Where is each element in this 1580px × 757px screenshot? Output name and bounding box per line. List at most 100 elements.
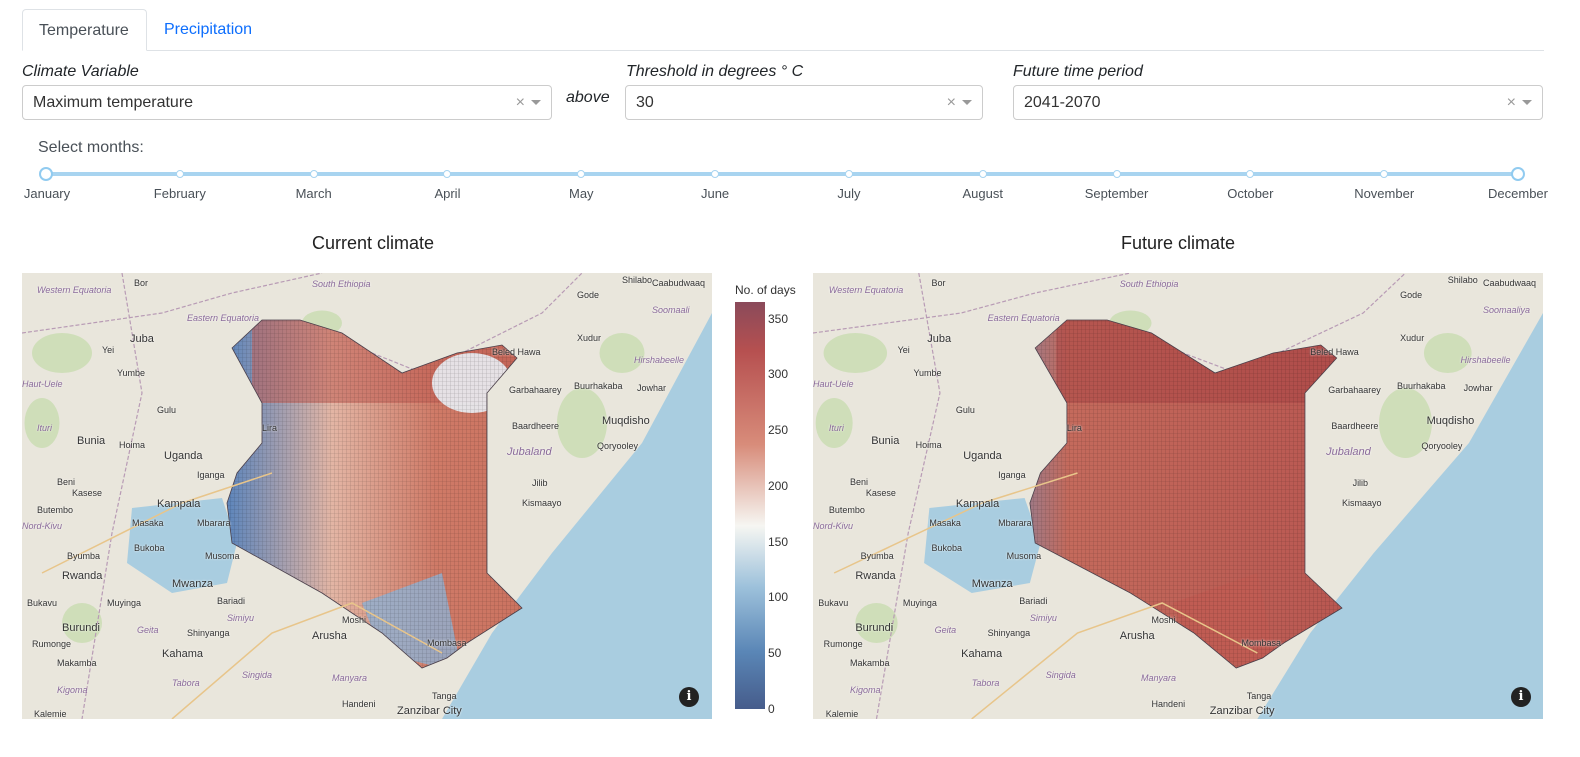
map-place-label: Lira: [1066, 423, 1082, 433]
current-climate-map[interactable]: Shilabo Caabudwaaq Bor Gode Western Equatori…: [22, 273, 712, 719]
map-place-label: Jowhar: [637, 383, 667, 393]
slider-tick-february[interactable]: [175, 170, 184, 178]
map-place-label: Eastern Equatoria: [987, 313, 1060, 323]
map-place-label: Tabora: [172, 678, 200, 688]
info-icon[interactable]: i: [1511, 687, 1531, 707]
map-place-label: Bor: [134, 278, 149, 288]
info-icon[interactable]: i: [679, 687, 699, 707]
slider-tick-may[interactable]: [577, 170, 586, 178]
map-place-label: Buurhakaba: [574, 381, 623, 391]
threshold-dropdown[interactable]: 30 ×: [625, 85, 983, 120]
colorbar-tick-label: 250: [768, 423, 789, 438]
future-period-value: 2041-2070: [1024, 94, 1101, 111]
map-place-label: Iganga: [998, 470, 1026, 480]
map-place-label: Jubaland: [1326, 446, 1371, 458]
slider-handle-january[interactable]: [39, 167, 53, 181]
map-place-label: Muyinga: [107, 598, 142, 608]
month-label-january[interactable]: January: [23, 186, 71, 201]
map-place-label: Soomaali: [652, 305, 690, 315]
month-label-june[interactable]: June: [700, 186, 730, 201]
map-place-label: Nord-Kivu: [813, 521, 854, 531]
month-label-september[interactable]: September: [1084, 186, 1149, 201]
map-place-label: Handeni: [342, 699, 376, 709]
map-place-label: Hoima: [915, 440, 942, 450]
map-place-label: Yumbe: [117, 368, 146, 378]
map-place-label: Kasese: [72, 488, 103, 498]
map-place-label: Kampala: [157, 498, 201, 510]
map-place-label: Kismaayo: [522, 498, 562, 508]
map-place-label: Singida: [242, 670, 273, 680]
map-place-label: Gulu: [157, 405, 177, 415]
map-place-label: Musoma: [205, 551, 240, 561]
month-label-october[interactable]: October: [1227, 186, 1274, 201]
map-place-label: Caabudwaaq: [1483, 278, 1537, 288]
month-label-february[interactable]: February: [153, 186, 206, 201]
map-place-label: Hirshabeelle: [1460, 355, 1511, 365]
map-place-label: Bariadi: [217, 596, 246, 606]
slider-handle-december[interactable]: [1511, 167, 1525, 181]
map-place-label: Butembo: [828, 505, 865, 515]
clear-icon[interactable]: ×: [515, 94, 525, 111]
map-place-label: Burundi: [62, 622, 100, 634]
slider-tick-september[interactable]: [1112, 170, 1121, 178]
slider-tick-june[interactable]: [711, 170, 720, 178]
colorbar-title: No. of days: [735, 283, 796, 297]
colorbar-tick-label: 50: [768, 646, 782, 661]
tab-precipitation[interactable]: Precipitation: [164, 21, 253, 38]
tab-temperature[interactable]: Temperature: [22, 9, 147, 51]
map-place-label: Yei: [897, 345, 910, 355]
map-place-label: Shinyanga: [187, 628, 230, 638]
map-place-label: Jubaland: [507, 446, 552, 458]
clear-icon[interactable]: ×: [946, 94, 956, 111]
map-place-label: Mbarara: [197, 518, 231, 528]
map-place-label: Beni: [850, 477, 869, 487]
month-label-july[interactable]: July: [837, 186, 861, 201]
forest-patch: [599, 333, 645, 373]
map-place-label: Jowhar: [1463, 383, 1493, 393]
colorbar: [735, 302, 765, 709]
chevron-down-icon[interactable]: [531, 100, 541, 105]
month-label-november[interactable]: November: [1354, 186, 1415, 201]
slider-tick-november[interactable]: [1380, 170, 1389, 178]
future-period-dropdown[interactable]: 2041-2070 ×: [1013, 85, 1543, 120]
map-place-label: Tabora: [971, 678, 1000, 688]
map-place-label: Makamba: [57, 658, 97, 668]
slider-tick-march[interactable]: [309, 170, 318, 178]
chevron-down-icon[interactable]: [962, 100, 972, 105]
lake-victoria: [924, 498, 1041, 593]
map-place-label: Haut-Uele: [813, 379, 854, 389]
map-place-label: Rumonge: [823, 639, 863, 649]
slider-tick-august[interactable]: [978, 170, 987, 178]
month-range-slider-track[interactable]: [46, 172, 1518, 176]
slider-tick-april[interactable]: [443, 170, 452, 178]
month-label-december[interactable]: December: [1488, 186, 1548, 201]
month-label-march[interactable]: March: [295, 186, 332, 201]
map-place-label: Masaka: [132, 518, 164, 528]
clear-icon[interactable]: ×: [1506, 94, 1516, 111]
forest-patch: [24, 398, 60, 448]
slider-tick-july[interactable]: [844, 170, 853, 178]
month-label-may[interactable]: May: [568, 186, 594, 201]
future-climate-map[interactable]: Shilabo Caabudwaaq Bor Gode Western Equatori…: [813, 273, 1543, 719]
map-place-label: Mwanza: [971, 578, 1013, 590]
current-climate-title: Current climate: [311, 233, 435, 253]
climate-variable-value: Maximum temperature: [33, 94, 194, 111]
map-place-label: Ituri: [37, 423, 53, 433]
country-border: [813, 273, 1131, 334]
map-place-label: Burundi: [855, 622, 894, 634]
map-place-label: Masaka: [929, 518, 961, 528]
month-label-august[interactable]: August: [962, 186, 1003, 201]
month-label-april[interactable]: April: [434, 186, 461, 201]
map-place-label: Bariadi: [1019, 596, 1048, 606]
colorbar-tick-label: 0: [768, 702, 775, 716]
kenya-outline: [1029, 319, 1343, 669]
map-place-label: Iganga: [197, 470, 225, 480]
map-place-label: Hoima: [119, 440, 146, 450]
slider-tick-october[interactable]: [1246, 170, 1255, 178]
chevron-down-icon[interactable]: [1522, 100, 1532, 105]
map-place-label: Shilabo: [1447, 275, 1478, 285]
future-period-label: Future time period: [1013, 63, 1143, 80]
threshold-label: Threshold in degrees ° C: [626, 63, 804, 80]
map-place-label: Western Equatoria: [37, 285, 112, 295]
climate-variable-dropdown[interactable]: Maximum temperature ×: [22, 85, 552, 120]
